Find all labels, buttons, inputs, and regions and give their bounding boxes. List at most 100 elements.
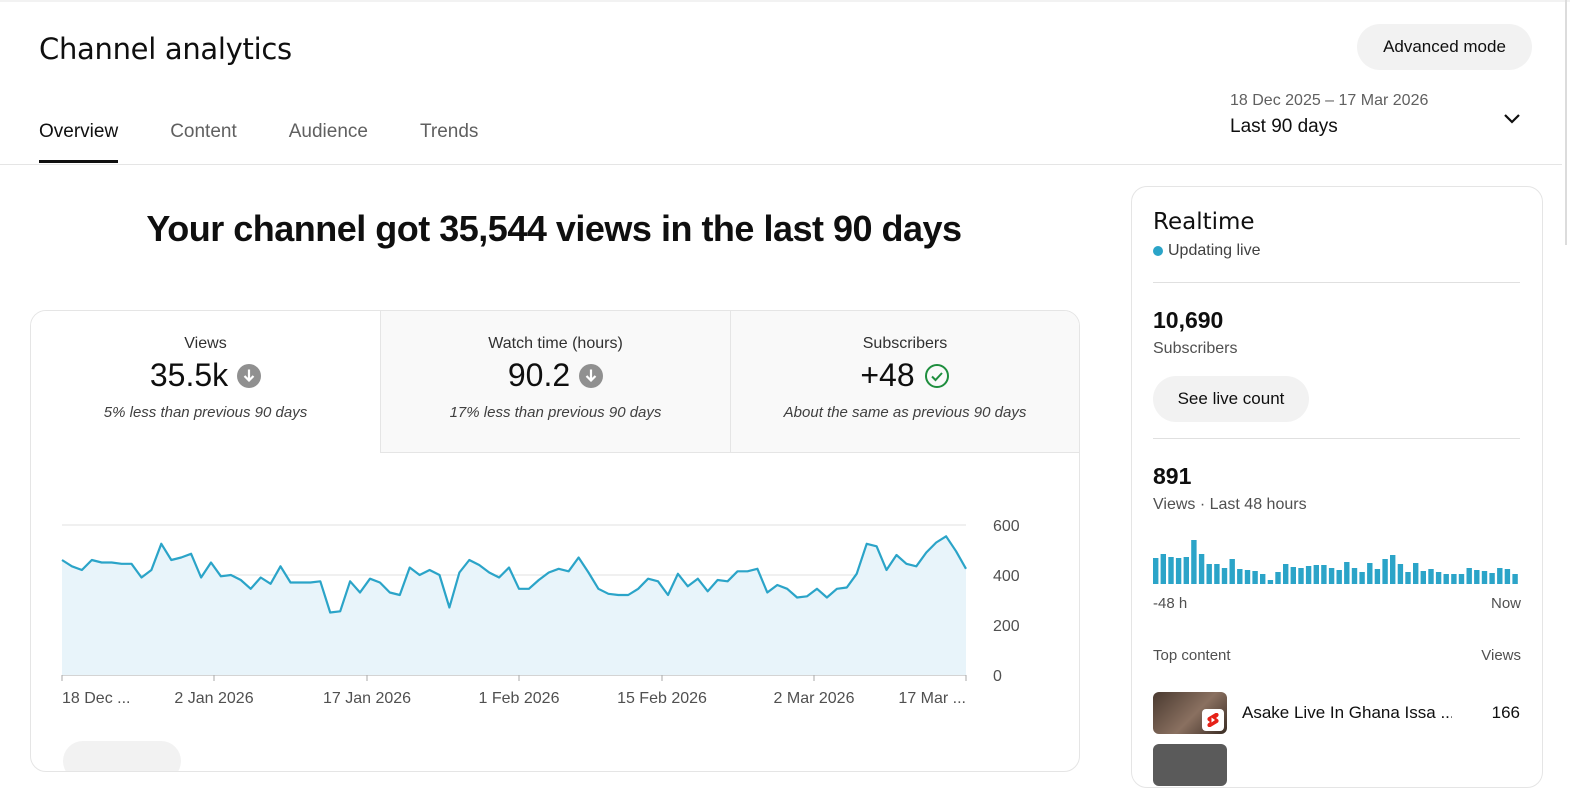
realtime-card: Realtime Updating live 10,690 Subscriber…	[1131, 186, 1543, 788]
hourly-views-bar[interactable]	[1175, 558, 1182, 584]
hourly-views-bar[interactable]	[1420, 571, 1426, 584]
hourly-views-bar[interactable]	[1229, 559, 1235, 584]
metric-watch-time[interactable]: Watch time (hours) 90.2 17% less than pr…	[381, 311, 731, 453]
views-headline: Your channel got 35,544 views in the las…	[146, 208, 962, 249]
arrow-down-circle-icon	[237, 363, 262, 388]
hourly-views-bar[interactable]	[1283, 564, 1289, 584]
views-area	[62, 536, 966, 675]
hourly-views-bar[interactable]	[1443, 574, 1449, 584]
tab-overview[interactable]: Overview	[39, 121, 119, 163]
hourly-views-bar[interactable]	[1153, 558, 1159, 584]
hourly-views-bar[interactable]	[1489, 573, 1495, 584]
hourly-views-bar[interactable]	[1397, 564, 1404, 584]
live-dot-icon	[1153, 246, 1163, 256]
chevron-down-icon[interactable]	[1502, 108, 1522, 133]
hourly-views-bar[interactable]	[1191, 540, 1197, 584]
hourly-views-bar[interactable]	[1260, 574, 1266, 584]
metric-note: About the same as previous 90 days	[783, 404, 1027, 421]
metric-note: 5% less than previous 90 days	[103, 404, 308, 421]
hourly-views-bar[interactable]	[1351, 568, 1358, 584]
hourly-views-bar[interactable]	[1336, 570, 1342, 584]
shorts-icon	[1202, 709, 1224, 731]
hourly-views-bar[interactable]	[1313, 565, 1319, 584]
hourly-views-bar[interactable]	[1466, 568, 1472, 584]
y-tick-label: 0	[993, 668, 1002, 685]
tab-trends[interactable]: Trends	[419, 121, 479, 142]
metric-value: 35.5k	[149, 357, 229, 393]
hourly-views-bar[interactable]	[1504, 569, 1511, 584]
hourly-views-bar[interactable]	[1374, 569, 1381, 584]
hourly-views-bar[interactable]	[1214, 564, 1220, 584]
hourly-views-bar[interactable]	[1168, 557, 1174, 584]
hourly-views-bar[interactable]	[1321, 565, 1327, 584]
see-live-count-button[interactable]: See live count	[1153, 376, 1309, 422]
arrow-down-circle-icon	[579, 363, 604, 388]
hourly-views-bar[interactable]	[1344, 562, 1350, 584]
top-content-row[interactable]: Asake Live In Ghana Issa ... 166	[1153, 692, 1520, 736]
x-tick-label: 17 Jan 2026	[323, 690, 411, 707]
mini-axis-end: Now	[1490, 595, 1521, 612]
hourly-views-bar[interactable]	[1298, 568, 1304, 584]
hourly-views-bar[interactable]	[1481, 571, 1488, 584]
hourly-views-bar[interactable]	[1198, 554, 1205, 584]
video-title: Asake Live In Ghana Issa ...	[1242, 703, 1452, 722]
x-tick-label: 18 Dec ...	[62, 690, 130, 707]
x-tick-label: 15 Feb 2026	[617, 690, 707, 707]
hourly-views-bar[interactable]	[1405, 572, 1411, 584]
date-range-text: 18 Dec 2025 – 17 Mar 2026	[1230, 92, 1429, 109]
hourly-views-bar[interactable]	[1367, 563, 1373, 584]
hourly-views-bar[interactable]	[1160, 554, 1166, 584]
metric-value-row: +48	[731, 357, 1079, 394]
hourly-views-bar[interactable]	[1206, 564, 1212, 584]
advanced-mode-button[interactable]: Advanced mode	[1357, 24, 1532, 70]
hourly-views-bar[interactable]	[1512, 574, 1518, 584]
hourly-views-bar[interactable]	[1328, 568, 1335, 584]
subscriber-label: Subscribers	[1153, 340, 1238, 357]
see-more-button[interactable]	[63, 741, 181, 771]
tab-content[interactable]: Content	[170, 121, 237, 142]
metric-value-row: 90.2	[381, 357, 730, 394]
hourly-views-bar[interactable]	[1451, 574, 1457, 584]
hourly-views-bar[interactable]	[1359, 572, 1365, 584]
divider	[1153, 438, 1520, 439]
hourly-views-bar[interactable]	[1305, 566, 1312, 584]
metric-subscribers[interactable]: Subscribers +48 About the same as previo…	[731, 311, 1079, 453]
hourly-views-bar[interactable]	[1382, 559, 1388, 584]
y-tick-label: 600	[993, 518, 1020, 535]
video-views: 166	[1491, 703, 1520, 722]
metric-views[interactable]: Views 35.5k 5% less than previous 90 day…	[31, 311, 381, 453]
hourly-views-bar[interactable]	[1435, 572, 1442, 584]
tab-divider	[0, 164, 1562, 165]
hourly-views-bar[interactable]	[1183, 557, 1189, 584]
y-tick-label: 200	[993, 618, 1020, 635]
hourly-views-bar[interactable]	[1244, 570, 1251, 584]
date-range-picker[interactable]: 18 Dec 2025 – 17 Mar 2026 Last 90 days	[1230, 92, 1530, 142]
tab-audience[interactable]: Audience	[288, 121, 368, 142]
hourly-views-bar[interactable]	[1252, 571, 1258, 584]
hourly-views-bar[interactable]	[1458, 574, 1465, 584]
realtime-views-label: Views · Last 48 hours	[1153, 496, 1307, 513]
hourly-views-bar[interactable]	[1290, 567, 1296, 584]
hourly-views-bar[interactable]	[1390, 555, 1396, 584]
metric-label: Watch time (hours)	[488, 335, 623, 352]
hourly-views-bar[interactable]	[1474, 570, 1480, 584]
video-thumbnail[interactable]	[1153, 744, 1227, 786]
page-title: Channel analytics	[39, 32, 292, 66]
overview-card: Views 35.5k 5% less than previous 90 day…	[30, 310, 1080, 772]
hourly-views-bar[interactable]	[1497, 568, 1503, 584]
hourly-views-bar[interactable]	[1428, 569, 1434, 584]
views-chart: 0 200 400 600 18 Dec ... 2 Jan 2026 17 Jan 202…	[61, 518, 1020, 707]
hourly-views-bar[interactable]	[1413, 563, 1419, 584]
hourly-views-bar[interactable]	[1237, 569, 1243, 584]
live-status: Updating live	[1153, 242, 1261, 260]
metric-note: 17% less than previous 90 days	[449, 404, 662, 421]
hourly-views-bar[interactable]	[1267, 580, 1274, 584]
hourly-views-bar[interactable]	[1275, 572, 1281, 584]
video-thumbnail[interactable]	[1153, 692, 1227, 734]
scrollbar[interactable]	[1565, 0, 1567, 245]
tab-bar: Overview Content Audience Trends	[39, 121, 530, 163]
hourly-views-bar[interactable]	[1221, 568, 1228, 584]
views-line	[61, 535, 967, 614]
check-circle-icon	[924, 363, 950, 389]
x-tick-label: 17 Mar ...	[898, 690, 966, 707]
